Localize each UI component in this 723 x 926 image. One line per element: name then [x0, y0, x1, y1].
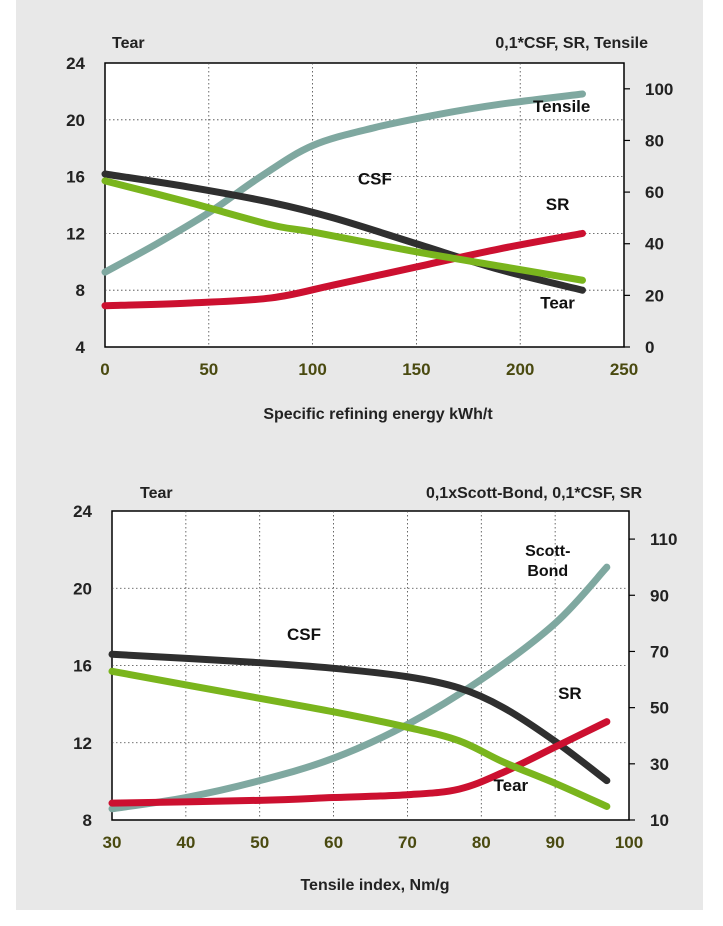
- y-right-tick-label: 60: [645, 183, 664, 202]
- plot-area: [111, 510, 630, 821]
- series-line-sr: [108, 718, 611, 807]
- series-label-csf: CSF: [287, 625, 321, 644]
- y-right-tick-label: 0: [645, 338, 654, 357]
- series-line-tensile: [101, 90, 586, 276]
- x-axis-label: Tensile index, Nm/g: [300, 877, 449, 894]
- y-right-axis-label: 0,1*CSF, SR, Tensile: [495, 35, 648, 52]
- y-left-axis-label: Tear: [112, 35, 145, 52]
- y-right-tick-label: 90: [650, 586, 669, 605]
- y-right-tick-label: 100: [645, 80, 673, 99]
- x-tick-label: 250: [610, 360, 638, 379]
- x-tick-label: 150: [402, 360, 430, 379]
- x-tick-label: 70: [398, 833, 417, 852]
- x-tick-label: 30: [103, 833, 122, 852]
- y-right-tick-label: 50: [650, 699, 669, 718]
- series-label-sr: SR: [546, 195, 570, 214]
- chart-tensile: 30 40 50 60 70 80 90 100 8 12 16 20 24 10 30 50 70 90 110 T…: [73, 485, 677, 894]
- y-left-tick-label: 24: [73, 502, 92, 521]
- series-label-tear: Tear: [494, 776, 529, 795]
- y-left-tick-label: 20: [73, 579, 92, 598]
- series-label-tear: Tear: [540, 294, 575, 313]
- y-left-tick-label: 8: [83, 811, 92, 830]
- x-tick-label: 200: [506, 360, 534, 379]
- x-tick-label: 40: [176, 833, 195, 852]
- y-left-tick-label: 8: [76, 281, 85, 300]
- series-label-scott-bond: Scott-Bond: [525, 543, 570, 580]
- y-left-tick-label: 20: [66, 111, 85, 130]
- chart-energy: 0 50 100 150 200 250 4 8 12 16 20 24 0 20 40 60 80 100 Tea…: [66, 35, 673, 423]
- y-right-tick-label: 70: [650, 642, 669, 661]
- y-right-tick-label: 30: [650, 755, 669, 774]
- y-right-tick-label: 10: [650, 811, 669, 830]
- series-line-tear: [101, 177, 586, 284]
- series-label-sr: SR: [558, 684, 582, 703]
- y-left-axis-label: Tear: [140, 485, 173, 502]
- y-left-tick-label: 12: [66, 224, 85, 243]
- y-left-tick-label: 12: [73, 734, 92, 753]
- y-left-tick-label: 24: [66, 54, 85, 73]
- x-tick-label: 50: [250, 833, 269, 852]
- y-right-tick-label: 40: [645, 235, 664, 254]
- y-right-axis-label: 0,1xScott-Bond, 0,1*CSF, SR: [426, 485, 642, 502]
- y-right-tick-label: 80: [645, 131, 664, 150]
- y-left-tick-label: 16: [66, 168, 85, 187]
- x-tick-label: 0: [100, 360, 109, 379]
- series-line-tear: [108, 667, 611, 810]
- series-line-csf: [108, 650, 611, 785]
- y-left-tick-label: 4: [76, 338, 86, 357]
- series-label-csf: CSF: [358, 169, 392, 188]
- x-tick-label: 80: [472, 833, 491, 852]
- y-left-tick-label: 16: [73, 657, 92, 676]
- x-tick-label: 100: [615, 833, 643, 852]
- series-line-scott-bond: [108, 563, 611, 813]
- x-tick-label: 100: [298, 360, 326, 379]
- y-right-tick-label: 110: [650, 530, 677, 549]
- y-right-tick-label: 20: [645, 286, 664, 305]
- x-axis-label: Specific refining energy kWh/t: [263, 406, 493, 423]
- x-tick-label: 60: [324, 833, 343, 852]
- x-tick-label: 50: [199, 360, 218, 379]
- series-line-sr: [101, 229, 586, 310]
- x-tick-label: 90: [546, 833, 565, 852]
- series-label-tensile: Tensile: [533, 97, 590, 116]
